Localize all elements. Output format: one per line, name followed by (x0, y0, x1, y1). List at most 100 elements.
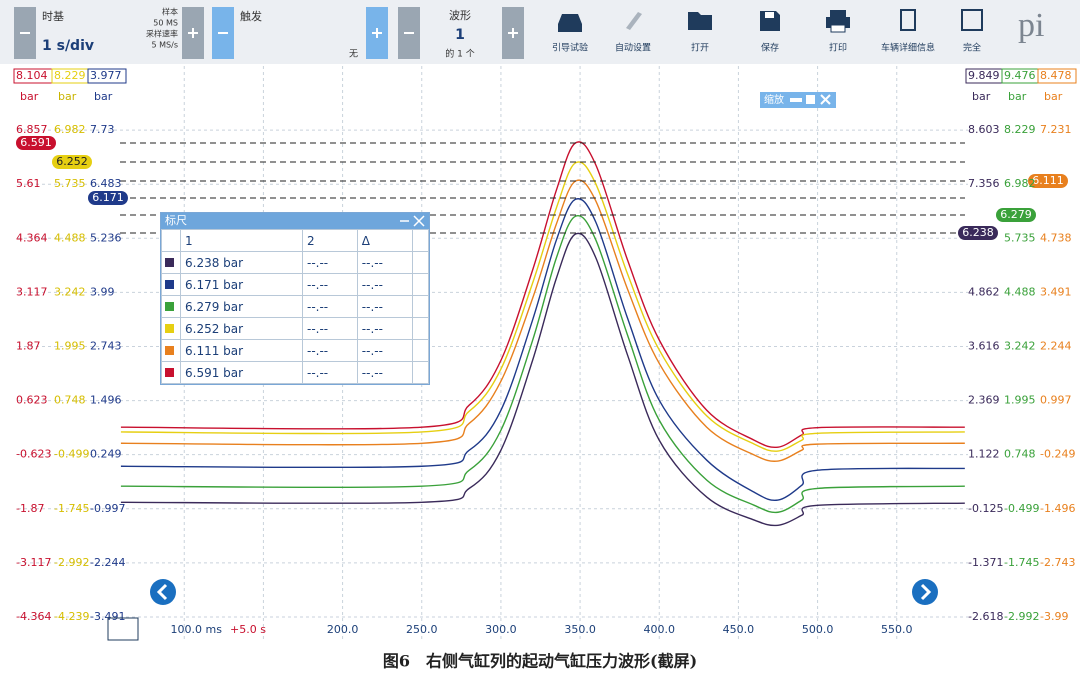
ruler-row: 6.111 bar --.-- --.-- (161, 339, 430, 362)
ruler-table: 1 2 Δ 6.238 bar --.-- --.-- 6.171 bar --.-- --.-… (161, 229, 430, 384)
scale-label: 6.982 (54, 123, 86, 136)
ruler-cell: --.-- (301, 295, 358, 318)
toolbar-button-label[interactable]: 完全 (963, 42, 981, 54)
ruler-row: 6.252 bar --.-- --.-- (161, 317, 430, 340)
ruler-swatch (165, 257, 174, 267)
scale-label: -1.745 (1004, 556, 1039, 569)
y-tick-label: -3.117 (16, 556, 51, 569)
ruler-swatch (165, 345, 174, 355)
x-tick-label: 400.0 (644, 623, 676, 636)
ruler-header-cell: 1 (180, 229, 303, 252)
scale-label: 0.748 (1004, 448, 1036, 461)
scale-unit: bar (972, 90, 991, 103)
nav-next[interactable] (912, 579, 938, 605)
scale-label: -2.743 (1040, 556, 1075, 569)
toolbar-button-label[interactable]: 打开 (691, 42, 709, 54)
level-marker (16, 136, 56, 150)
ruler-cell: 6.171 bar (180, 273, 303, 296)
ruler-cell (411, 251, 430, 274)
scale-label: 3.242 (1004, 340, 1036, 353)
level-marker-label: 6.111 (1032, 174, 1064, 187)
waveform-count: 的 1 个 (445, 48, 474, 60)
scale-label: 8.603 (968, 123, 1000, 136)
timebase-value[interactable]: 1 s/div (42, 38, 94, 54)
toolbar-button-label[interactable]: 车辆详细信息 (881, 42, 935, 54)
ruler-swatch-cell (161, 295, 181, 318)
x-tick-label: 300.0 (485, 623, 517, 636)
x-tick-label: 350.0 (564, 623, 596, 636)
scale-top-value: 8.104 (16, 69, 48, 82)
ruler-header-cell (161, 229, 181, 252)
scale-top-value: 9.476 (1004, 69, 1036, 82)
scale-label: -0.499 (1004, 502, 1039, 515)
scale-label: -0.249 (1040, 448, 1075, 461)
ruler-title: 标尺 (165, 214, 187, 227)
scale-label: 6.982 (1004, 177, 1036, 190)
scale-label: 3.491 (1040, 285, 1072, 298)
scale-unit: bar (94, 90, 113, 103)
y-tick-label: 0.623 (16, 394, 48, 407)
scale-label: 1.995 (1004, 394, 1036, 407)
ruler-header-cell: Δ (356, 229, 413, 252)
x-tick-label: 250.0 (406, 623, 438, 636)
scale-label: 4.488 (1004, 285, 1036, 298)
level-marker-label: 6.591 (20, 136, 52, 149)
rate-label: 采样速率 (146, 29, 178, 39)
toolbar-button-label[interactable]: 自动设置 (615, 42, 651, 54)
scale-label: 4.738 (1040, 231, 1072, 244)
level-marker (52, 155, 92, 169)
scale-label: -2.992 (54, 556, 89, 569)
y-tick-label: -0.623 (16, 448, 51, 461)
scale-top-value: 8.229 (54, 69, 86, 82)
nav-prev[interactable] (150, 579, 176, 605)
level-marker-label: 6.252 (56, 155, 88, 168)
toolbar-button-label[interactable]: 引导试验 (552, 42, 588, 54)
scale-label: 4.862 (968, 285, 1000, 298)
ruler-row: 6.279 bar --.-- --.-- (161, 295, 430, 318)
scale-label: 3.616 (968, 340, 1000, 353)
scale-label: 2.369 (968, 394, 1000, 407)
scale-top-value: 9.849 (968, 69, 1000, 82)
scale-label: 5.735 (1004, 231, 1036, 244)
logo: pi (1018, 7, 1044, 44)
ruler-cell: --.-- (301, 339, 358, 362)
scale-label: -1.496 (1040, 502, 1075, 515)
scale-unit: bar (58, 90, 77, 103)
y-tick-label: 4.364 (16, 231, 48, 244)
x-tick-label: 500.0 (802, 623, 834, 636)
trigger-mode[interactable]: 无 (349, 49, 358, 60)
scale-label: 4.488 (54, 231, 86, 244)
ruler-cell (411, 361, 430, 384)
scale-label: 8.229 (1004, 123, 1036, 136)
scale-label: -2.992 (1004, 610, 1039, 623)
waveform-line (120, 232, 965, 527)
ruler-cell: --.-- (356, 273, 413, 296)
waveforms (120, 141, 965, 527)
scale-label: -1.745 (54, 502, 89, 515)
trigger-label: 触发 (240, 9, 262, 23)
y-tick-label: 6.857 (16, 123, 48, 136)
scale-unit: bar (20, 90, 39, 103)
scale-label: -1.371 (968, 556, 1003, 569)
scale-unit: bar (1008, 90, 1027, 103)
ruler-cell (411, 295, 430, 318)
ruler-cell: --.-- (301, 273, 358, 296)
ruler-cell (411, 273, 430, 296)
ruler-title-bar: 标尺 (161, 213, 429, 229)
ruler-swatch-cell (161, 339, 181, 362)
ruler-row: 6.591 bar --.-- --.-- (161, 361, 430, 384)
ruler-controls[interactable] (397, 214, 427, 228)
toolbar-button-label[interactable]: 打印 (829, 42, 847, 54)
toolbar-button-label[interactable]: 保存 (761, 42, 779, 54)
ruler-panel[interactable]: 标尺 1 2 Δ 6.238 bar --.-- --.-- 6.171 bar --.-- -… (160, 212, 430, 385)
scale-label: -4.239 (54, 610, 89, 623)
ruler-row: 6.171 bar --.-- --.-- (161, 273, 430, 296)
scale-label: 0.997 (1040, 394, 1072, 407)
ruler-swatch (165, 323, 174, 333)
x-tick-label: 200.0 (327, 623, 359, 636)
level-marker (996, 208, 1036, 222)
ruler-swatch-cell (161, 251, 181, 274)
